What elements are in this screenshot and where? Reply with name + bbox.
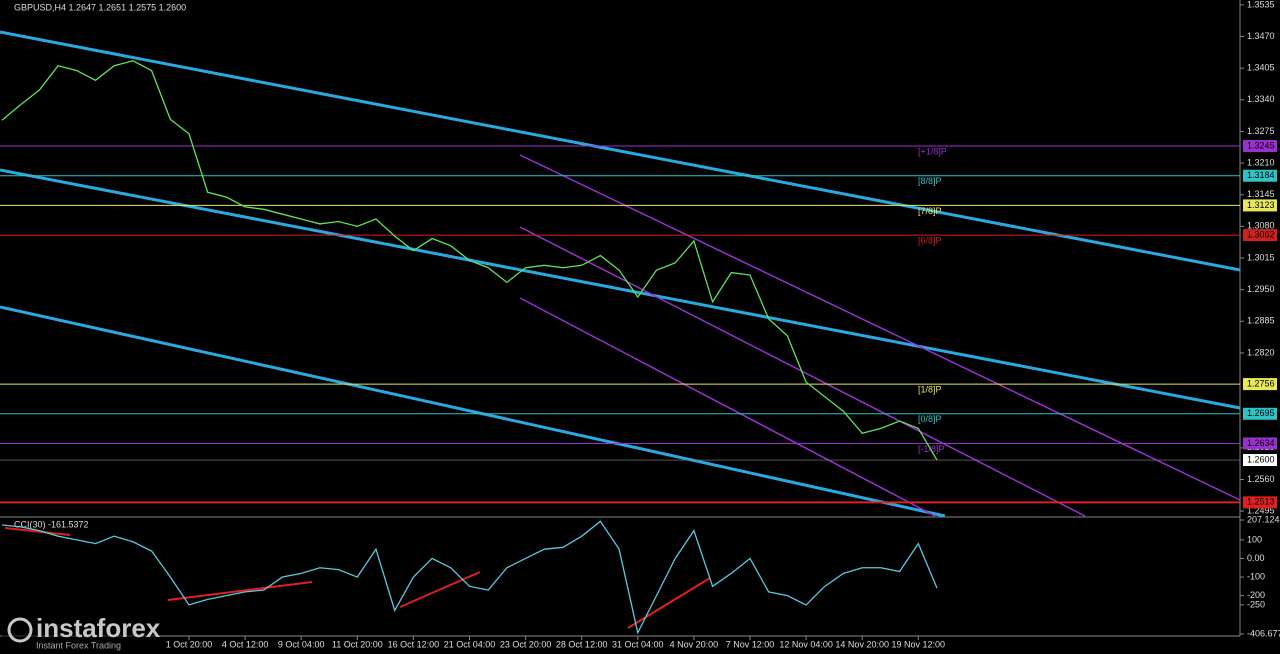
- level-tag: [1243, 437, 1277, 450]
- level-tag: [1243, 378, 1277, 391]
- y-tick-label: -100: [1247, 571, 1265, 581]
- last-price-tag: [1243, 454, 1277, 467]
- y-tick-label: 1.2820: [1247, 347, 1275, 357]
- y-tick-label: 1.3080: [1247, 221, 1275, 231]
- y-tick-label: -250: [1247, 599, 1265, 609]
- series-line: [1, 60, 938, 461]
- level-label: [0/8]P: [918, 414, 942, 424]
- y-tick-label: -406.677: [1247, 628, 1280, 638]
- x-tick-label: 11 Oct 20:00: [332, 639, 383, 649]
- x-tick-label: 16 Oct 12:00: [388, 639, 440, 649]
- y-tick-label: 1.2560: [1247, 474, 1275, 484]
- watermark-tagline: Instant Forex Trading: [36, 640, 121, 650]
- x-tick-label: 12 Nov 04:00: [779, 639, 833, 649]
- x-tick-label: 4 Nov 20:00: [670, 639, 719, 649]
- level-tag-label: 1.2756: [1247, 378, 1275, 388]
- channel-line: [519, 297, 936, 517]
- level-label: [1/8]P: [918, 384, 942, 394]
- y-tick-label: -200: [1247, 590, 1265, 600]
- divergence-line: [399, 571, 481, 608]
- watermark-brand: instaforex: [36, 613, 161, 643]
- y-tick-label: 1.3015: [1247, 252, 1275, 262]
- x-tick-label: 21 Oct 04:00: [444, 639, 496, 649]
- y-tick-label: 0.00: [1247, 553, 1265, 563]
- level-tag: [1243, 140, 1277, 153]
- x-tick-label: 9 Oct 04:00: [278, 639, 325, 649]
- level-tag-label: 1.2695: [1247, 408, 1275, 418]
- level-tag: [1243, 229, 1277, 242]
- y-tick-label: 1.3470: [1247, 31, 1275, 41]
- divergence-line: [4, 527, 71, 536]
- trend-line: [0, 30, 1241, 272]
- indicator-title: CCI(30) -161.5372: [14, 519, 89, 529]
- y-tick-label: 1.3145: [1247, 189, 1275, 199]
- y-tick-label: 1.2495: [1247, 506, 1275, 516]
- x-tick-label: 31 Oct 04:00: [612, 639, 664, 649]
- x-tick-label: 28 Oct 12:00: [556, 639, 608, 649]
- chart-title: GBPUSD,H4 1.2647 1.2651 1.2575 1.2600: [14, 2, 186, 12]
- x-tick-label: 4 Oct 12:00: [222, 639, 269, 649]
- series-line: [1, 520, 938, 635]
- level-label: [7/8]P: [918, 206, 942, 216]
- watermark-box: [2, 612, 156, 652]
- level-tag: [1243, 496, 1277, 509]
- y-tick-label: 1.3535: [1247, 0, 1275, 9]
- level-tag-label: 1.2634: [1247, 438, 1275, 448]
- x-tick-label: 19 Nov 12:00: [892, 639, 946, 649]
- level-tag-label: 1.3123: [1247, 200, 1275, 210]
- y-tick-label: 207.1248: [1247, 514, 1280, 524]
- level-tag: [1243, 407, 1277, 420]
- trend-line: [0, 305, 946, 518]
- level-label: [-1/8]P: [918, 444, 945, 454]
- level-tag: [1243, 199, 1277, 212]
- level-label: [+1/8]P: [918, 146, 947, 156]
- y-tick-label: 1.2950: [1247, 284, 1275, 294]
- watermark-logo: [7, 617, 33, 643]
- x-tick-label: 14 Nov 20:00: [835, 639, 889, 649]
- level-tag-label: 1.3245: [1247, 140, 1275, 150]
- x-tick-label: 1 Oct 20:00: [166, 639, 213, 649]
- level-label: [6/8]P: [918, 235, 942, 245]
- level-tag-label: 1.3062: [1247, 229, 1275, 239]
- y-tick-label: 1.3275: [1247, 126, 1275, 136]
- y-tick-label: 1.2885: [1247, 316, 1275, 326]
- trend-line: [0, 168, 1241, 410]
- channel-line: [519, 154, 1241, 501]
- y-tick-label: 1.3405: [1247, 63, 1275, 73]
- last-price-label: 1.2600: [1247, 454, 1275, 464]
- level-label: [8/8]P: [918, 176, 942, 186]
- level-tag: [1243, 169, 1277, 182]
- divergence-line: [167, 581, 313, 601]
- level-tag-label: 1.3184: [1247, 170, 1275, 180]
- x-tick-label: 7 Nov 12:00: [726, 639, 775, 649]
- level-tag-label: 1.2513: [1247, 497, 1275, 507]
- divergence-line: [627, 577, 711, 629]
- y-tick-label: 1.3210: [1247, 157, 1275, 167]
- y-tick-label: 1.3340: [1247, 94, 1275, 104]
- y-tick-label: 100: [1247, 534, 1262, 544]
- x-tick-label: 23 Oct 20:00: [500, 639, 552, 649]
